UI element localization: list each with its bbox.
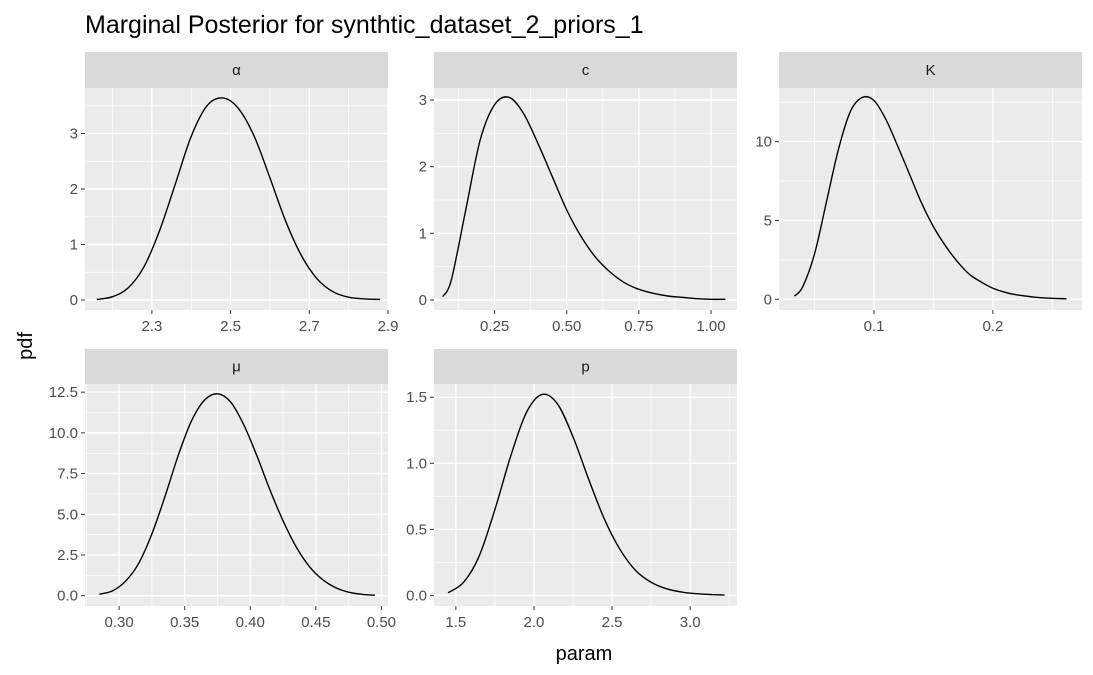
density-curve <box>793 95 1067 300</box>
x-tick-label: 0.75 <box>624 318 653 335</box>
facet-strip <box>85 52 388 88</box>
facet-strip <box>434 349 737 384</box>
facet-panel: c 0.25 0.50 0.75 1.00 0 1 2 3 <box>419 52 737 335</box>
facet-strip-label: α <box>232 62 241 79</box>
x-tick-label: 0.2 <box>982 318 1003 335</box>
y-tick-label: 2 <box>419 159 427 176</box>
x-tick-label: 2.3 <box>141 318 162 335</box>
y-tick-label: 12.5 <box>49 384 78 401</box>
facet-panel: p 1.5 2.0 2.5 3.0 0.0 0.5 1.0 1.5 <box>406 349 737 631</box>
x-tick-label: 2.0 <box>524 614 545 631</box>
chart-title: Marginal Posterior for synthtic_dataset_… <box>85 11 644 39</box>
y-tick-label: 7.5 <box>57 466 78 483</box>
x-tick-label: 0.25 <box>480 318 509 335</box>
facet-strip-label: c <box>582 62 590 79</box>
y-tick-label: 1.5 <box>406 389 427 406</box>
y-tick-label: 1.0 <box>406 455 427 472</box>
x-tick-label: 2.9 <box>378 318 399 335</box>
y-axis-title: pdf <box>15 332 37 360</box>
x-tick-label: 0.1 <box>864 318 885 335</box>
density-curve <box>96 97 381 301</box>
panel-background <box>434 88 737 310</box>
x-tick-label: 2.5 <box>220 318 241 335</box>
y-tick-label: 1 <box>70 237 78 254</box>
y-tick-label: 0.0 <box>406 587 427 604</box>
panel-background <box>779 88 1082 310</box>
y-tick-label: 0.0 <box>57 588 78 605</box>
facet-strip <box>85 349 388 384</box>
x-tick-label: 0.35 <box>170 614 199 631</box>
x-tick-label: 0.30 <box>105 614 134 631</box>
x-tick-label: 0.50 <box>552 318 581 335</box>
facet-panel: K 0.1 0.2 0 5 10 <box>755 52 1082 335</box>
x-tick-label: 1.00 <box>696 318 725 335</box>
facet-strip <box>434 52 737 88</box>
y-tick-label: 5.0 <box>57 506 78 523</box>
facet-strip <box>779 52 1082 88</box>
facet-strip-label: μ <box>232 359 241 376</box>
y-tick-label: 0 <box>419 292 427 309</box>
y-tick-label: 3 <box>419 92 427 109</box>
facet-panel: α 2.3 2.5 2.7 2.9 0 1 2 3 <box>70 52 399 335</box>
facet-strip-label: p <box>581 359 589 376</box>
y-tick-label: 0 <box>764 291 772 308</box>
facet-panel: μ 0.30 0.35 0.40 0.45 0.50 0.0 2.5 5.0 7.5 10.0 12.… <box>49 349 396 631</box>
x-tick-label: 2.7 <box>299 318 320 335</box>
y-tick-label: 2 <box>70 181 78 198</box>
y-tick-label: 3 <box>70 126 78 143</box>
x-tick-label: 3.0 <box>680 614 701 631</box>
panel-background <box>85 88 388 310</box>
y-tick-label: 0 <box>70 292 78 309</box>
x-tick-label: 2.5 <box>602 614 623 631</box>
y-tick-label: 2.5 <box>57 547 78 564</box>
x-tick-label: 0.50 <box>367 614 396 631</box>
y-tick-label: 10.0 <box>49 425 78 442</box>
panel-background <box>85 384 388 606</box>
density-curve <box>442 96 726 301</box>
y-tick-label: 10 <box>755 134 772 151</box>
x-tick-label: 1.5 <box>445 614 466 631</box>
y-tick-label: 5 <box>764 212 772 229</box>
x-axis-title: param <box>556 643 613 665</box>
density-curve <box>447 393 725 596</box>
panel-background <box>434 384 737 606</box>
facet-strip-label: K <box>925 62 935 79</box>
y-tick-label: 1 <box>419 225 427 242</box>
density-curve <box>99 393 375 596</box>
x-tick-label: 0.40 <box>236 614 265 631</box>
x-tick-label: 0.45 <box>301 614 330 631</box>
y-tick-label: 0.5 <box>406 521 427 538</box>
